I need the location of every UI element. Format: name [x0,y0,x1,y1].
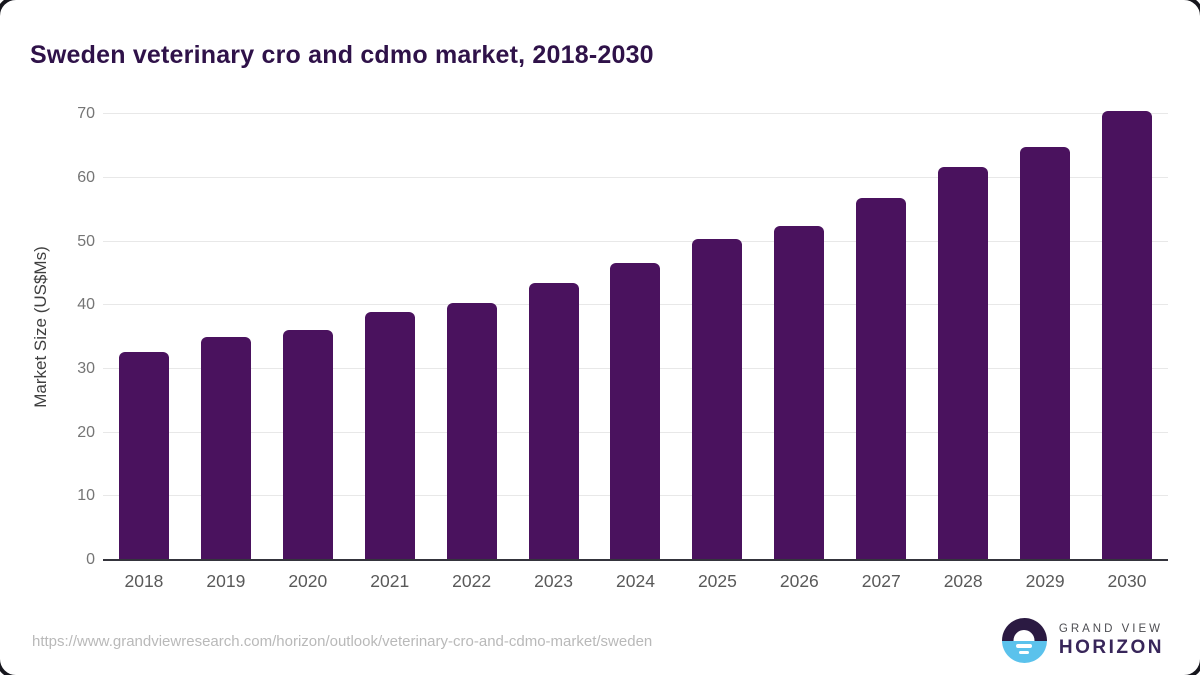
y-tick-label-40: 40 [77,296,95,314]
bar-slot-2019 [185,94,267,560]
chart-title: Sweden veterinary cro and cdmo market, 2… [30,40,654,69]
bar-2026[interactable] [774,225,825,560]
source-url: https://www.grandviewresearch.com/horizo… [32,633,653,650]
bar-2021[interactable] [364,312,415,560]
x-tick-label-2028: 2028 [943,571,983,591]
x-tick-label-2030: 2030 [1107,571,1147,591]
bar-2019[interactable] [200,336,251,560]
bar-slot-2020 [267,94,349,560]
x-tick-label-2024: 2024 [616,571,655,591]
bar-slot-2029 [1004,94,1086,560]
y-tick-label-10: 10 [77,487,95,505]
gridline-70 [103,113,1168,115]
bar-2027[interactable] [856,197,907,560]
y-tick-label-70: 70 [77,105,95,123]
bar-slot-2027 [840,94,922,560]
logo-product-line: HORIZON [1058,636,1164,658]
bar-slot-2022 [431,94,513,560]
gridline-60 [103,177,1168,179]
x-tick-label-2018: 2018 [124,571,164,591]
x-axis-tick-labels: 2018 2019 2020 2021 2022 2023 2024 2025 2026 2027… [103,571,1168,592]
sun-reflection-1 [1016,644,1033,648]
x-tick-label-2029: 2029 [1025,571,1065,591]
bar-2029[interactable] [1020,147,1071,560]
bar-2024[interactable] [610,262,661,560]
bar-2018[interactable] [118,351,169,560]
y-tick-label-60: 60 [77,169,95,187]
bar-series [103,94,1168,560]
y-tick-label-20: 20 [77,423,95,441]
sun-dome [1013,630,1035,641]
x-tick-label-2023: 2023 [534,571,574,591]
horizon-sky [1001,618,1047,641]
horizon-sun-icon [1001,618,1047,663]
bar-2030[interactable] [1102,110,1153,560]
bar-slot-2030 [1086,94,1168,560]
bar-2023[interactable] [528,283,579,560]
sun-reflection-2 [1019,650,1030,654]
bar-slot-2018 [103,94,185,560]
plot-area [103,94,1168,560]
x-tick-label-2019: 2019 [206,571,246,591]
gridline-50 [103,240,1168,242]
bar-slot-2021 [349,94,431,560]
logo-text: GRAND VIEW HORIZON [1059,623,1164,659]
y-tick-label-50: 50 [77,232,95,250]
x-tick-label-2020: 2020 [288,571,328,591]
y-tick-label-30: 30 [77,360,95,378]
grand-view-horizon-logo: GRAND VIEW HORIZON [1001,618,1164,663]
x-tick-label-2021: 2021 [370,571,410,591]
x-tick-label-2025: 2025 [697,571,737,591]
logo-brand-line: GRAND VIEW [1058,622,1164,635]
bar-2020[interactable] [282,329,333,560]
bar-slot-2026 [758,94,840,560]
bar-slot-2024 [595,94,677,560]
bar-slot-2028 [922,94,1004,560]
x-axis-line [103,559,1168,561]
bar-2025[interactable] [692,238,743,560]
bar-slot-2023 [513,94,595,560]
bar-2022[interactable] [446,302,497,560]
x-tick-label-2027: 2027 [861,571,901,591]
bar-slot-2025 [676,94,758,560]
y-tick-label-0: 0 [86,551,95,568]
x-tick-label-2026: 2026 [779,571,819,591]
bar-2028[interactable] [938,166,989,560]
x-tick-label-2022: 2022 [452,571,492,591]
y-axis-tick-labels: 0 10 20 30 40 50 60 70 [0,94,95,568]
